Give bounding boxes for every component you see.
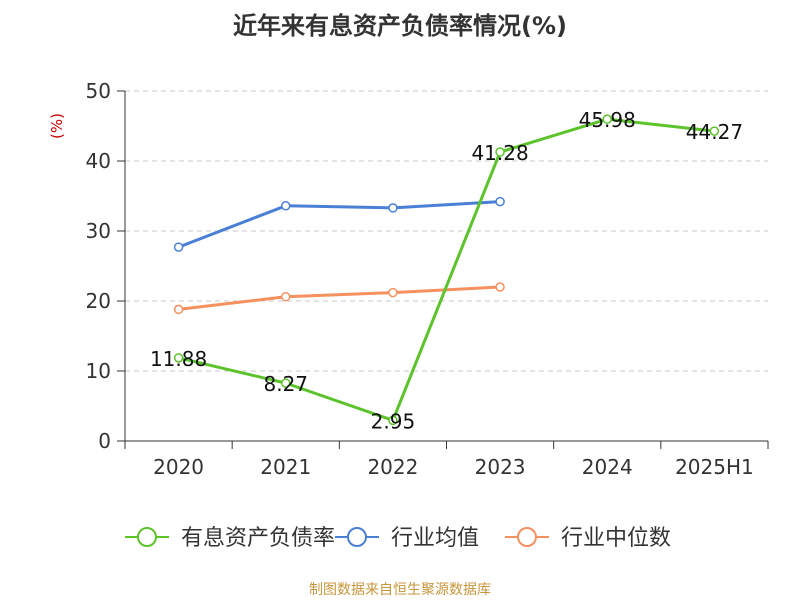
series-line <box>178 117 715 422</box>
legend-swatch-marker <box>347 527 367 547</box>
legend-label: 行业均值 <box>391 526 479 551</box>
y-tick-label: 40 <box>86 149 111 173</box>
series-line <box>178 200 501 249</box>
y-tick-label: 0 <box>98 429 111 453</box>
data-point <box>495 147 505 157</box>
data-point <box>281 378 291 388</box>
data-point <box>602 114 612 124</box>
x-tick-label: 2021 <box>260 455 311 479</box>
legend-swatch-marker <box>137 527 157 547</box>
data-point <box>388 203 398 213</box>
data-label: 41.28 <box>471 141 528 165</box>
legend-item: 有息资产负债率 <box>125 526 335 551</box>
series-line <box>178 285 501 311</box>
grid-layer <box>125 90 768 372</box>
data-point <box>281 201 291 211</box>
legend-item: 行业均值 <box>335 526 479 551</box>
legend-label: 有息资产负债率 <box>181 526 335 551</box>
x-tick-label: 2020 <box>153 455 204 479</box>
y-tick-label: 50 <box>86 79 111 103</box>
data-label: 8.27 <box>263 372 308 396</box>
legend-label: 行业中位数 <box>561 526 671 551</box>
y-tick-label: 30 <box>86 219 111 243</box>
legend: 有息资产负债率 行业均值 行业中位数 <box>125 526 671 551</box>
data-point <box>388 287 398 298</box>
data-label: 2.95 <box>371 409 416 433</box>
axis-layer: 0 10 20 30 40 50 2020 2021 2022 2023 2024 2025H1 <box>86 79 769 479</box>
y-tick-label: 10 <box>86 359 111 383</box>
data-label: 11.88 <box>150 347 207 371</box>
x-tick-label: 2023 <box>475 455 526 479</box>
data-point <box>495 282 505 292</box>
chart-title: 近年来有息资产负债率情况(%) <box>233 12 567 40</box>
y-tick-label: 20 <box>86 289 111 313</box>
legend-item: 行业中位数 <box>505 526 671 551</box>
x-tick-label: 2022 <box>367 455 418 479</box>
data-point <box>495 196 505 207</box>
series-layer <box>173 114 720 426</box>
x-tick-label: 2024 <box>582 455 633 479</box>
data-label: 45.98 <box>579 108 636 132</box>
data-point <box>173 304 184 315</box>
x-tick-label: 2025H1 <box>675 455 754 479</box>
legend-swatch-marker <box>517 527 537 547</box>
source-note: 制图数据来自恒生聚源数据库 <box>309 582 491 598</box>
data-point <box>709 126 720 136</box>
data-point <box>173 353 184 363</box>
data-point <box>281 292 291 302</box>
data-point <box>173 242 184 252</box>
data-point <box>388 415 398 426</box>
y-unit-label: (%) <box>48 113 66 139</box>
data-label-layer: 11.88 8.27 2.95 41.28 45.98 44.27 <box>150 108 743 433</box>
data-label: 44.27 <box>686 120 743 144</box>
